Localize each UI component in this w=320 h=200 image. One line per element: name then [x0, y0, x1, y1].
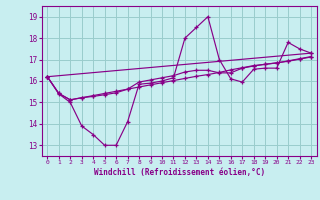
X-axis label: Windchill (Refroidissement éolien,°C): Windchill (Refroidissement éolien,°C) [94, 168, 265, 177]
